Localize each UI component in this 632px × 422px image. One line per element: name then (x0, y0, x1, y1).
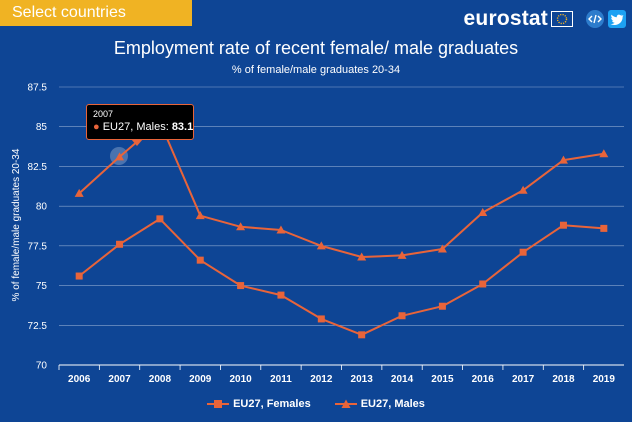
y-axis-label: % of female/male graduates 20-34 (11, 148, 22, 301)
x-tick-label: 2009 (189, 374, 212, 385)
data-point-triangle[interactable] (74, 188, 84, 197)
x-tick-label: 2008 (149, 374, 172, 385)
x-tick-label: 2019 (593, 374, 616, 385)
legend-label-males: EU27, Males (360, 398, 425, 410)
data-point-square[interactable] (600, 224, 608, 232)
tooltip-line: ● EU27, Males: 83.1 (93, 121, 193, 133)
data-point-square[interactable] (398, 312, 406, 320)
y-tick-label: 82.5 (28, 162, 48, 173)
tooltip: 2007 ● EU27, Males: 83.1 (86, 104, 194, 146)
data-point-triangle[interactable] (599, 149, 609, 158)
data-point-triangle[interactable] (236, 222, 246, 231)
data-point-square[interactable] (277, 291, 285, 299)
x-tick-label: 2011 (270, 374, 292, 385)
data-point-triangle[interactable] (437, 244, 447, 253)
data-point-square[interactable] (75, 272, 83, 280)
y-tick-label: 85 (36, 122, 48, 133)
data-point-triangle[interactable] (478, 207, 488, 216)
x-tick-label: 2018 (552, 374, 575, 385)
y-tick-label: 87.5 (28, 83, 48, 94)
code-embed-icon[interactable] (586, 10, 604, 28)
legend: EU27, Females EU27, Males (0, 398, 632, 410)
x-tick-label: 2015 (431, 374, 454, 385)
eurostat-logo: eurostat (463, 7, 548, 30)
y-tick-label: 72.5 (28, 321, 48, 332)
data-point-triangle[interactable] (518, 185, 528, 194)
tooltip-label: EU27, Males: (102, 121, 172, 133)
x-tick-label: 2017 (512, 374, 535, 385)
y-tick-label: 70 (36, 361, 48, 372)
y-tick-label: 75 (36, 281, 48, 292)
data-point-square[interactable] (479, 280, 487, 288)
x-tick-label: 2010 (229, 374, 252, 385)
data-point-square[interactable] (237, 282, 245, 290)
eu-flag-icon (551, 11, 573, 27)
data-point-triangle[interactable] (558, 155, 568, 164)
x-tick-label: 2016 (472, 374, 495, 385)
chart-subtitle: % of female/male graduates 20-34 (231, 64, 401, 76)
data-point-square[interactable] (559, 221, 567, 229)
y-tick-label: 80 (36, 202, 48, 213)
data-point-triangle[interactable] (397, 250, 407, 259)
tooltip-year: 2007 (93, 109, 114, 119)
tooltip-value: 83.1 (171, 121, 194, 133)
legend-item-females[interactable]: EU27, Females (207, 398, 311, 410)
x-tick-label: 2012 (310, 374, 333, 385)
series-line (78, 217, 604, 336)
x-axis-ticks: 2006 2007 2008 2009 2010 2011 2012 2013 2014 2015… (58, 365, 616, 385)
data-point-triangle[interactable] (316, 241, 326, 250)
tooltip-marker-icon: ● (93, 121, 100, 133)
square-marker-icon (207, 400, 230, 408)
data-point-square[interactable] (156, 215, 164, 223)
data-point-square[interactable] (438, 302, 446, 310)
x-tick-label: 2006 (68, 374, 91, 385)
data-point-square[interactable] (358, 331, 366, 339)
x-tick-label: 2014 (391, 374, 414, 385)
data-point-square[interactable] (317, 315, 325, 323)
select-countries-button[interactable]: Select countries (0, 0, 192, 26)
y-axis-ticks: 70 72.5 75 77.5 80 82.5 85 87.5 (28, 83, 48, 372)
legend-item-males[interactable]: EU27, Males (334, 398, 425, 410)
chart-title: Employment rate of recent female/ male g… (113, 38, 519, 58)
twitter-icon[interactable] (608, 10, 626, 28)
data-point-triangle[interactable] (115, 152, 125, 161)
y-tick-label: 77.5 (28, 241, 48, 252)
brand-bar: eurostat (464, 6, 626, 32)
legend-label-females: EU27, Females (233, 398, 311, 410)
tooltip-arrow (131, 139, 143, 146)
data-point-square[interactable] (196, 256, 204, 264)
data-point-triangle[interactable] (276, 225, 286, 234)
triangle-marker-icon (334, 399, 357, 408)
x-tick-label: 2013 (351, 374, 374, 385)
x-tick-label: 2007 (108, 374, 131, 385)
data-point-square[interactable] (519, 248, 527, 256)
series-layer (74, 117, 609, 339)
data-point-triangle[interactable] (195, 211, 205, 220)
data-point-square[interactable] (116, 240, 124, 248)
data-point-triangle[interactable] (357, 252, 367, 261)
